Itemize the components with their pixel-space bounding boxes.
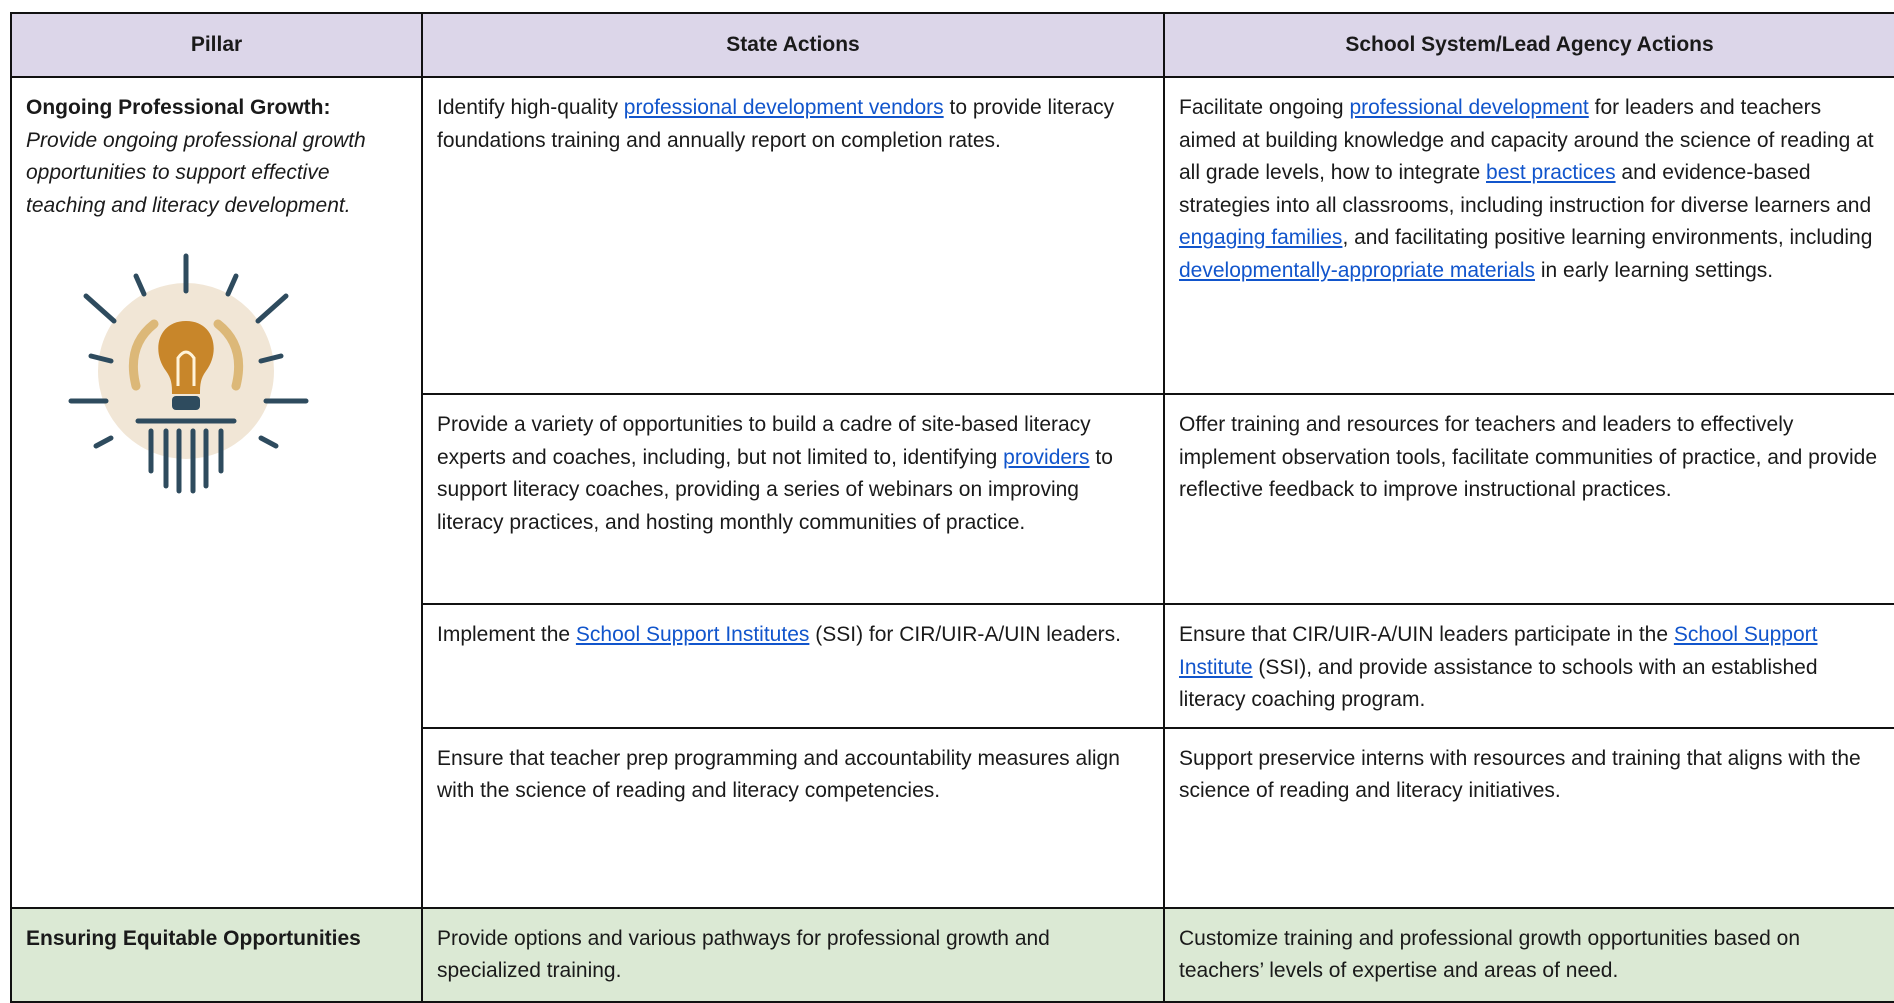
pillar-cell: Ongoing Professional Growth: Provide ongo… xyxy=(10,76,423,909)
table-row: Ensuring Equitable Opportunities Provide … xyxy=(10,906,1894,1003)
page: Pillar State Actions School System/Lead … xyxy=(10,12,1894,1003)
link[interactable]: providers xyxy=(1003,445,1090,469)
header-cell: School System/Lead Agency Actions xyxy=(1163,12,1894,78)
link[interactable]: best practices xyxy=(1486,161,1616,184)
pillar-table: Pillar State Actions School System/Lead … xyxy=(10,12,1894,1003)
school-action-cell: Support preservice interns with resource… xyxy=(1163,726,1894,909)
pillar-description: Provide ongoing professional growth oppo… xyxy=(26,128,366,217)
link[interactable]: professional development xyxy=(1349,96,1589,119)
school-action-cell: Facilitate ongoing professional developm… xyxy=(1163,76,1894,395)
text: and evidence-based strategies into all c… xyxy=(1179,161,1872,217)
text: Provide options and various pathways for… xyxy=(437,926,1050,983)
link[interactable]: School Support Institute xyxy=(1179,623,1818,679)
text: (SSI) for CIR/UIR-A/UIN leaders. xyxy=(809,623,1121,646)
state-action-cell: Implement the School Support Institutes … xyxy=(421,603,1165,729)
text: in early learning settings. xyxy=(1535,258,1774,282)
text: , and facilitating positive learning env… xyxy=(1342,226,1873,249)
table-row: Provide a variety of opportunities to bu… xyxy=(11,393,1894,605)
link[interactable]: developmentally-appropriate materials xyxy=(1179,258,1536,282)
text: Provide a variety of opportunities to bu… xyxy=(437,413,1091,469)
header-cell: Pillar xyxy=(10,12,423,78)
text: Customize training and professional grow… xyxy=(1179,926,1801,983)
text: (SSI), and provide assistance to schools… xyxy=(1179,655,1818,712)
header-row: Pillar State Actions School System/Lead … xyxy=(10,12,1894,78)
school-action-cell: Offer training and resources for teacher… xyxy=(1163,393,1894,605)
text: Identify high-quality xyxy=(437,96,624,119)
text: for leaders and teachers aimed at buildi… xyxy=(1179,96,1874,184)
state-action-cell: Provide options and various pathways for… xyxy=(421,906,1165,1003)
pillar-title: Ensuring Equitable Opportunities xyxy=(26,926,361,950)
table-body: Ongoing Professional Growth: Provide ongo… xyxy=(10,76,1894,1003)
link[interactable]: professional development vendors xyxy=(623,96,944,119)
text: Implement the xyxy=(437,623,576,646)
table-row: Implement the School Support Institutes … xyxy=(11,603,1894,729)
text: Ensure that teacher prep programming and… xyxy=(437,746,1120,803)
pillar-cell: Ensuring Equitable Opportunities xyxy=(10,906,423,1003)
lightbulb-icon xyxy=(68,253,309,494)
pillar-title: Ongoing Professional Growth: xyxy=(26,96,331,119)
text: to provide literacy foundations training… xyxy=(437,96,1115,152)
state-action-cell: Provide a variety of opportunities to bu… xyxy=(421,393,1165,605)
school-action-cell: Customize training and professional grow… xyxy=(1163,906,1894,1003)
text: to support literacy coaches, providing a… xyxy=(437,445,1113,534)
state-action-cell: Ensure that teacher prep programming and… xyxy=(421,726,1165,909)
school-action-cell: Ensure that CIR/UIR-A/UIN leaders partic… xyxy=(1163,603,1894,729)
link[interactable]: engaging families xyxy=(1179,226,1343,249)
link[interactable]: School Support Institutes xyxy=(575,623,810,646)
state-action-cell: Identify high-quality professional devel… xyxy=(421,76,1165,395)
header-cell: State Actions xyxy=(421,12,1165,78)
text: Ensure that CIR/UIR-A/UIN leaders partic… xyxy=(1179,623,1674,646)
table-row: Ensure that teacher prep programming and… xyxy=(11,726,1894,909)
table-row: Ongoing Professional Growth: Provide ongo… xyxy=(10,76,1894,909)
text: Facilitate ongoing xyxy=(1179,96,1350,119)
text: Support preservice interns with resource… xyxy=(1179,746,1861,803)
text: Offer training and resources for teacher… xyxy=(1179,413,1878,501)
